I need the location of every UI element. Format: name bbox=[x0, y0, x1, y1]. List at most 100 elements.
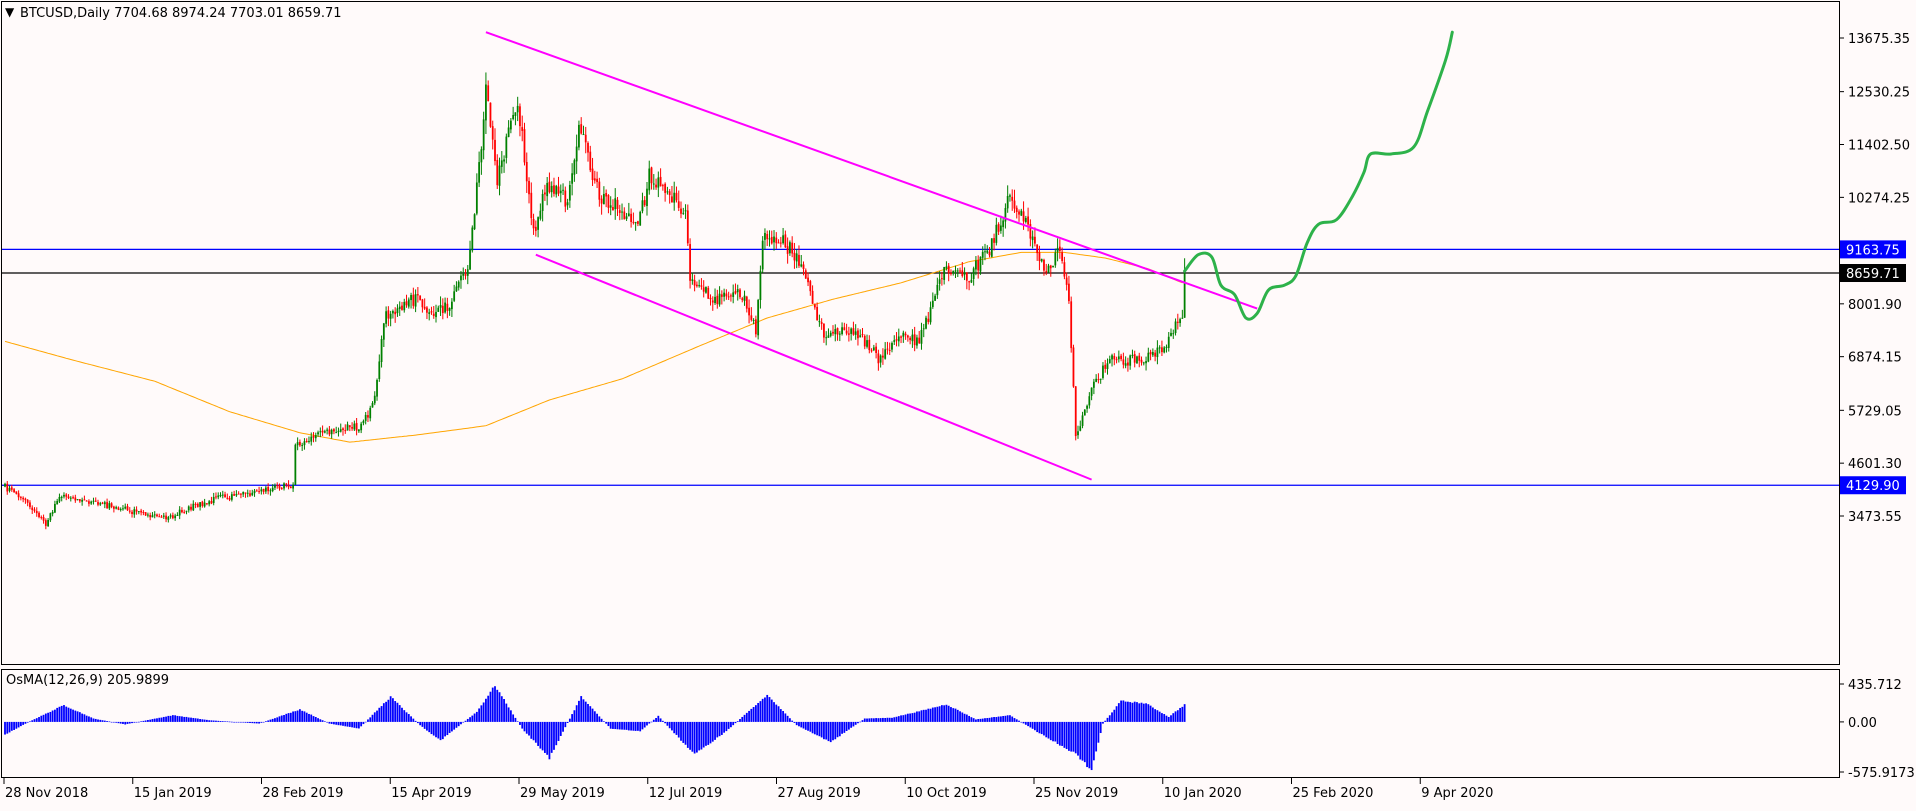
candle bbox=[480, 146, 483, 175]
osma-bar bbox=[600, 718, 603, 722]
osma-bar bbox=[405, 712, 408, 722]
candle bbox=[299, 439, 301, 447]
candle bbox=[600, 195, 603, 215]
osma-label: OsMA(12,26,9) 205.9899 bbox=[6, 673, 169, 688]
candle bbox=[503, 155, 505, 173]
symbol-info: BTCUSD,Daily 7704.68 8974.24 7703.01 865… bbox=[20, 6, 342, 21]
candle bbox=[711, 296, 714, 311]
trend-channel[interactable] bbox=[485, 31, 1258, 481]
candle bbox=[1131, 349, 1134, 359]
candle bbox=[829, 330, 832, 338]
osma-bar bbox=[19, 721, 22, 727]
candle bbox=[936, 277, 939, 299]
candle bbox=[423, 298, 426, 311]
osma-bar bbox=[834, 721, 837, 740]
osma-bar bbox=[342, 721, 344, 726]
osma-bar bbox=[380, 706, 383, 722]
horizontal-levels bbox=[2, 248, 1839, 486]
candle bbox=[952, 270, 955, 276]
candle bbox=[56, 498, 59, 505]
price-badge-label: 9163.75 bbox=[1846, 243, 1900, 258]
osma-bar bbox=[505, 703, 508, 722]
candle bbox=[689, 238, 691, 289]
candle bbox=[407, 297, 410, 309]
candle bbox=[947, 263, 950, 282]
candle bbox=[444, 297, 446, 314]
osma-bar bbox=[387, 699, 390, 722]
osma-bar bbox=[94, 718, 97, 722]
candle bbox=[364, 412, 367, 425]
candle bbox=[466, 265, 469, 285]
osma-bar bbox=[496, 689, 499, 722]
osma-bar bbox=[544, 721, 546, 753]
channel-line-0[interactable] bbox=[485, 31, 1258, 310]
osma-bar bbox=[1029, 721, 1032, 728]
osma-bar bbox=[534, 721, 537, 743]
candle bbox=[847, 326, 850, 342]
osma-bar bbox=[591, 708, 594, 722]
candle bbox=[986, 245, 989, 254]
osma-bar bbox=[69, 708, 72, 722]
candle bbox=[17, 490, 20, 501]
osma-bar bbox=[732, 721, 735, 726]
candle bbox=[1142, 361, 1145, 366]
candle bbox=[929, 301, 932, 325]
candle bbox=[471, 225, 474, 253]
osma-bar bbox=[162, 716, 165, 722]
osma-bar bbox=[450, 721, 453, 732]
time-tick-label: 25 Feb 2020 bbox=[1293, 786, 1374, 801]
osma-bar bbox=[38, 717, 40, 722]
projection-path[interactable] bbox=[1183, 30, 1454, 321]
osma-bar bbox=[174, 715, 177, 722]
osma-bar bbox=[190, 717, 192, 722]
osma-bar bbox=[226, 721, 229, 723]
collapse-arrow-icon[interactable]: ▼ bbox=[5, 5, 15, 19]
candle bbox=[943, 266, 946, 285]
osma-bar bbox=[936, 706, 939, 722]
time-tick-label: 15 Jan 2019 bbox=[134, 786, 212, 801]
candle bbox=[305, 438, 308, 443]
osma-bar bbox=[1036, 721, 1039, 733]
candle bbox=[1086, 404, 1088, 413]
osma-bar bbox=[609, 721, 612, 729]
osma-bar bbox=[1018, 720, 1020, 722]
candle bbox=[637, 220, 639, 227]
osma-tick-label: 435.712 bbox=[1848, 678, 1902, 693]
price-badges: 9163.75 8659.71 4129.90 bbox=[1840, 240, 1906, 495]
candle bbox=[743, 290, 746, 306]
candle bbox=[6, 481, 9, 495]
candle bbox=[562, 183, 564, 195]
candle bbox=[707, 285, 710, 299]
osma-bar bbox=[997, 716, 1000, 722]
osma-bar bbox=[110, 721, 113, 723]
candle bbox=[909, 336, 912, 345]
candle bbox=[323, 429, 326, 434]
osma-bar bbox=[668, 721, 671, 729]
osma-bar bbox=[843, 721, 846, 733]
osma-bar bbox=[677, 721, 680, 738]
candle bbox=[117, 506, 120, 511]
osma-bar bbox=[888, 717, 891, 722]
osma-bar bbox=[92, 718, 95, 722]
candle bbox=[1163, 346, 1166, 354]
candle bbox=[675, 186, 678, 203]
candle bbox=[945, 261, 948, 271]
channel-line-1[interactable] bbox=[535, 253, 1092, 481]
candle bbox=[759, 265, 762, 309]
candle bbox=[823, 323, 825, 343]
osma-bar bbox=[566, 721, 569, 723]
osma-bar bbox=[1115, 706, 1118, 722]
osma-bar bbox=[866, 718, 868, 722]
candle bbox=[269, 488, 272, 496]
osma-bar bbox=[10, 721, 13, 731]
osma-bar bbox=[748, 710, 750, 722]
osma-bar bbox=[17, 721, 20, 728]
candle bbox=[355, 417, 358, 436]
osma-bar bbox=[691, 721, 694, 752]
osma-bar bbox=[950, 707, 952, 722]
osma-bar bbox=[666, 721, 669, 726]
candle bbox=[997, 222, 1000, 236]
osma-bar bbox=[398, 705, 401, 722]
